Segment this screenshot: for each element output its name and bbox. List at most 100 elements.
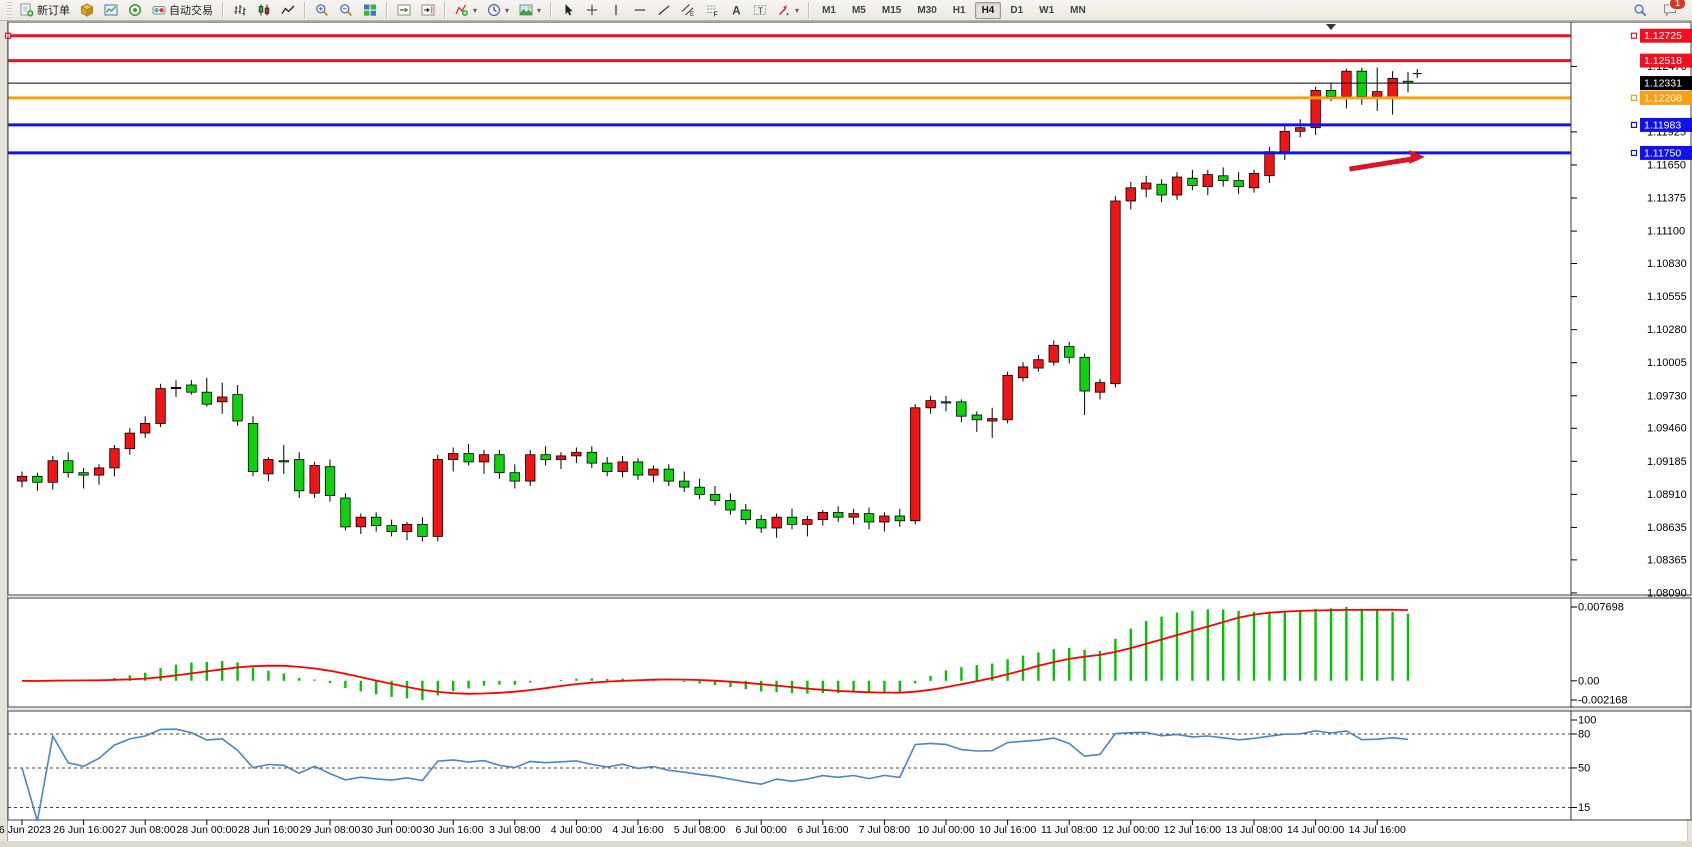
auto-scroll-button[interactable] [393,0,415,20]
candle-bullish [1279,130,1290,153]
date-axis-label: 12 Jul 16:00 [1164,824,1221,836]
new-order-button[interactable]: 新订单 [16,0,74,20]
timeframe-m1-button[interactable]: M1 [822,4,836,16]
candle-bullish [1110,200,1121,385]
candle-bearish [278,460,290,463]
date-axis-label: 30 Jun 00:00 [361,824,422,836]
candle-bearish [971,414,982,421]
line-chart-button[interactable] [277,0,299,20]
macd-axis-tick-label: 0.007698 [1578,602,1624,614]
metaeditor-button[interactable] [76,0,98,20]
fibonacci-tool-button[interactable]: F [701,0,723,20]
candle-bearish [1079,356,1090,392]
candle-bullish [571,451,582,457]
tile-windows-icon [363,3,377,17]
candle-bearish [186,384,197,393]
zoom-out-button[interactable] [335,0,357,20]
price-level-tag[interactable] [1640,90,1692,105]
crosshair-tool-button[interactable] [581,0,603,20]
arrow-annotation-shaft[interactable] [1349,155,1418,172]
candlestick-chart-button[interactable] [253,0,275,20]
text-label-tool-button[interactable]: T [749,0,771,20]
market-watch-button[interactable] [100,0,122,20]
price-level-tag[interactable] [1640,145,1692,160]
cursor-tool-button[interactable] [557,0,579,20]
trendline-icon [657,3,671,17]
price-level-tag[interactable] [1640,117,1692,132]
notifications-button[interactable]: 1 [1659,0,1686,20]
timeframe-m15-button[interactable]: M15 [881,4,902,16]
candle-bullish [1387,78,1398,99]
candle-bearish [1156,183,1167,196]
price-level-tag[interactable] [1640,53,1692,68]
hline-icon [633,3,647,17]
main-pane [8,22,1692,595]
current-price-tag[interactable] [1640,76,1692,91]
pane-separator[interactable] [8,596,1692,597]
candle-bearish [602,462,613,472]
date-axis-label: 14 Jul 00:00 [1287,824,1344,836]
timeframe-h4-button[interactable]: H4 [974,1,1002,19]
line-handle[interactable] [1630,94,1638,101]
line-handle[interactable] [1630,149,1638,157]
candle-bearish [417,524,428,537]
price-tag-label: 1.12208 [1644,92,1682,104]
toolbar-grip [7,2,12,18]
zoom-in-button[interactable] [311,0,333,20]
candle-bearish [956,401,967,417]
price-level-tag[interactable] [1640,28,1692,43]
candle-bullish [802,519,813,525]
candle-bearish [32,475,43,483]
price-axis-tick-label: 1.09185 [1647,456,1687,468]
arrows-tool-button[interactable]: ▾ [773,0,803,20]
text-tool-button[interactable]: A [725,0,747,20]
price-tag-label: 1.12725 [1644,30,1682,42]
candle-bullish [401,524,413,533]
trendline-tool-button[interactable] [653,0,675,20]
timeframe-d1-button[interactable]: D1 [1010,4,1024,16]
date-axis-label: 7 Jul 08:00 [859,824,911,836]
candles-chart-icon [257,3,271,17]
candle-bullish [1171,176,1183,196]
autotrade-button[interactable]: 自动交易 [148,0,217,20]
date-axis-label: 4 Jul 16:00 [612,824,664,836]
timeframe-m5-button[interactable]: M5 [851,4,866,16]
candle-bullish [987,418,998,422]
chart-shift-marker-icon[interactable] [1326,24,1336,30]
indicators-menu-button[interactable]: ▾ [451,0,481,20]
arrow-annotation-head[interactable] [1408,150,1425,165]
periods-menu-button[interactable]: ▾ [483,0,513,20]
pane-separator[interactable] [8,708,1692,710]
candle-bullish [1248,172,1260,189]
line-handle[interactable] [1630,121,1638,129]
price-axis-tick-label: 1.08910 [1647,489,1687,501]
rsi-line [21,728,1409,822]
timeframe-mn-button[interactable]: MN [1070,4,1086,16]
date-axis-label: 28 Jun 16:00 [238,824,299,836]
timeframe-h1-button[interactable]: H1 [952,4,966,16]
candle-bearish [463,453,474,463]
pane-border [7,597,1692,708]
timeframe-w1-button[interactable]: W1 [1039,4,1055,16]
bar-chart-button[interactable] [229,0,251,20]
equidistant-channel-tool-button[interactable]: E [677,0,699,20]
candle-bullish [309,465,320,494]
navigator-button[interactable] [124,0,146,20]
navigator-icon [128,3,142,17]
timeframe-m30-button[interactable]: M30 [917,4,937,16]
channel-icon: E [681,3,695,17]
date-axis-label: 11 Jul 08:00 [1041,824,1098,836]
crosshair-icon [585,3,599,17]
horizontal-line-tool-button[interactable] [629,0,651,20]
vertical-line-tool-button[interactable] [605,0,627,20]
dropdown-caret-icon: ▾ [473,5,478,15]
search-button[interactable] [1629,0,1651,20]
chart-shift-button[interactable] [417,0,439,20]
templates-menu-button[interactable]: ▾ [515,0,545,20]
indicators-icon [455,3,469,17]
price-axis-tick-label: 1.09460 [1647,423,1687,435]
bars-chart-icon [233,3,247,17]
line-handle[interactable] [1630,32,1638,39]
tile-windows-button[interactable] [359,0,381,20]
